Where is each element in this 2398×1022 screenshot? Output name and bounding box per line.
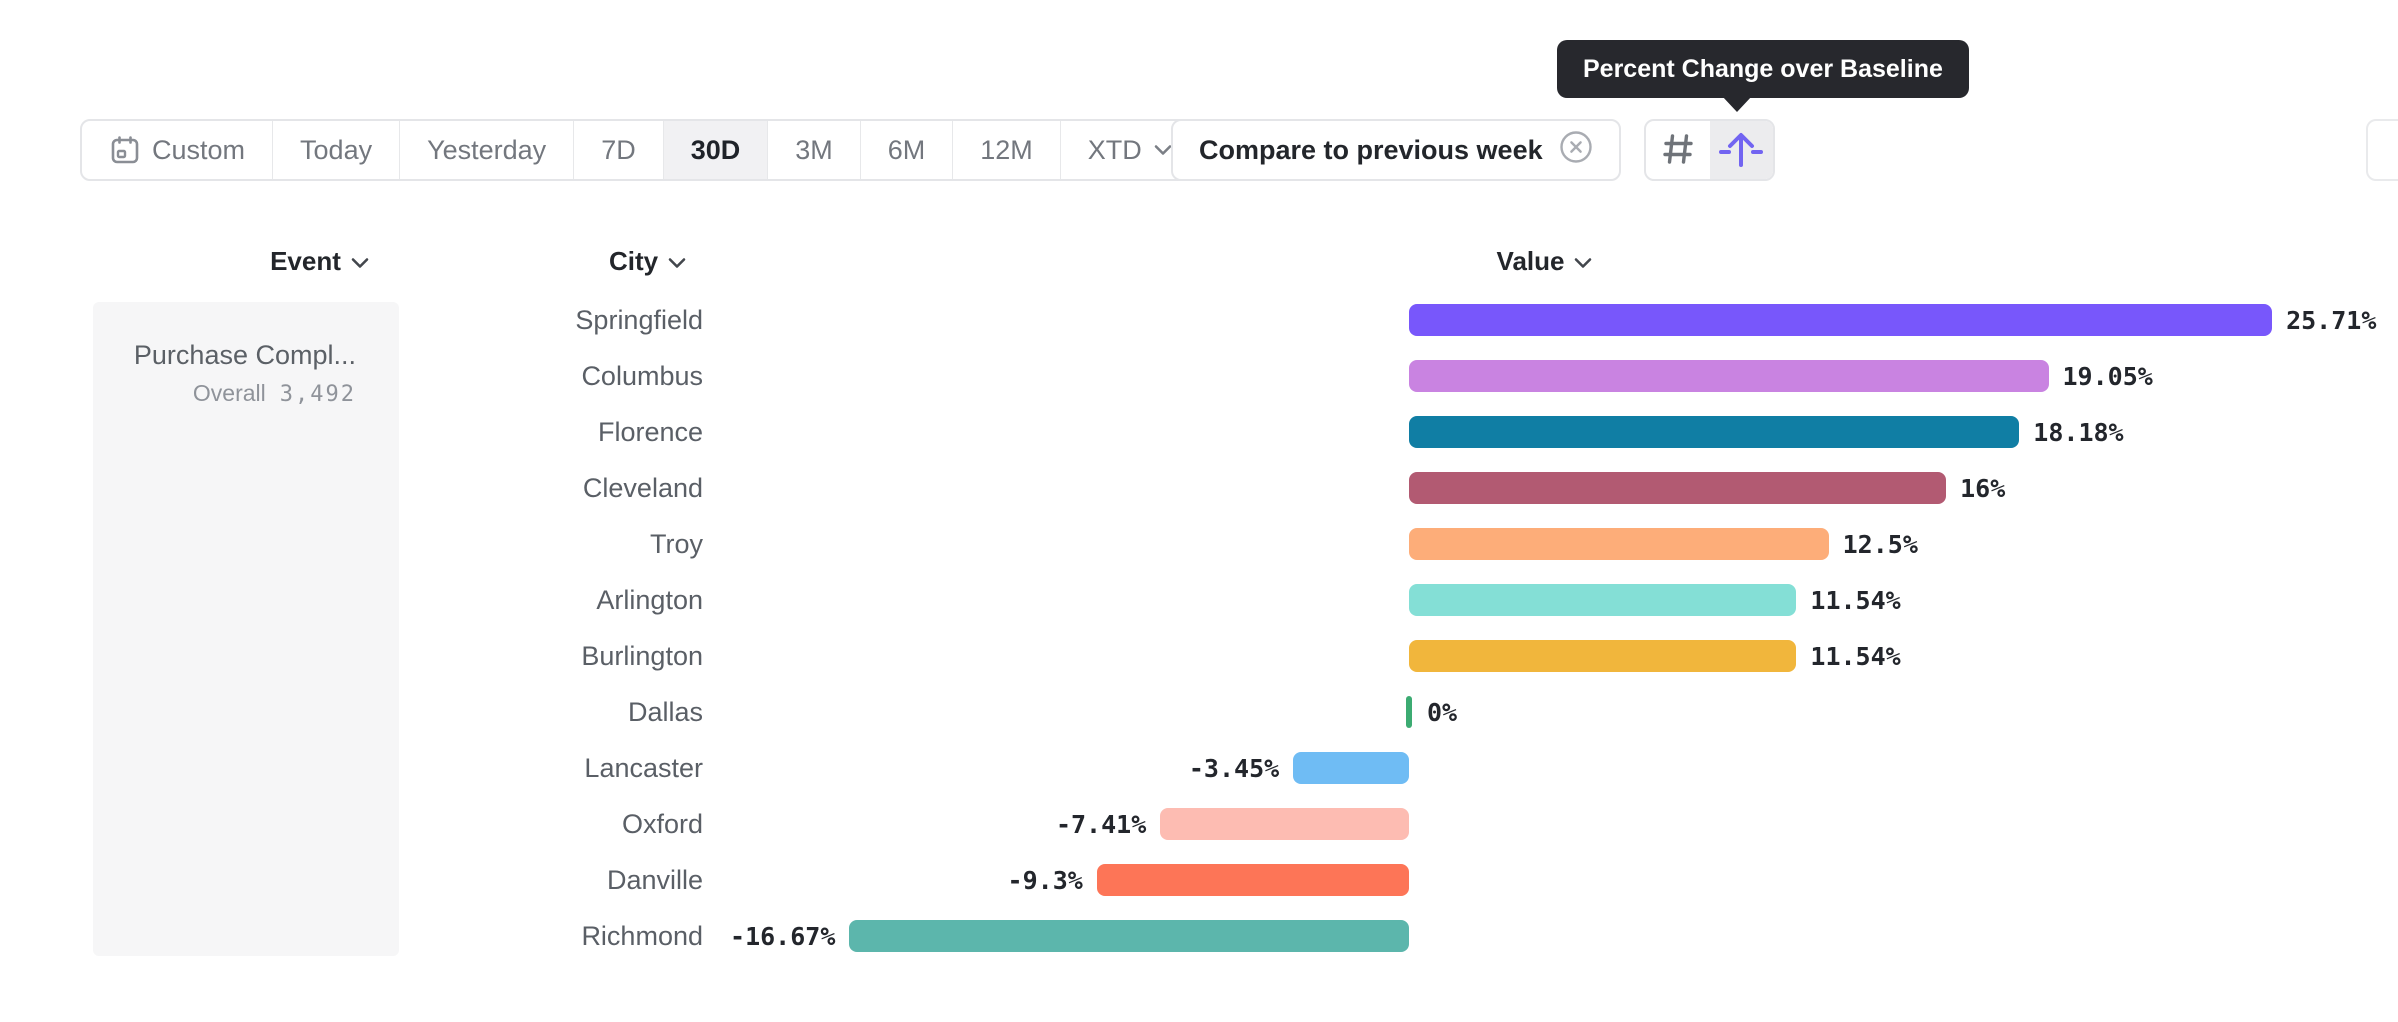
date-range-label: Today	[300, 134, 373, 165]
date-range-label: Custom	[152, 134, 246, 165]
date-range-control: Custom Today Yesterday 7D 30D 3M 6M 12M XTD	[80, 119, 1202, 181]
date-range-label: Yesterday	[427, 134, 547, 165]
chevron-down-icon	[668, 257, 686, 268]
column-header-event-label: Event	[270, 245, 341, 276]
bar-value-label: -7.41%	[1055, 809, 1147, 839]
compare-chip[interactable]: Compare to previous week	[1171, 119, 1621, 181]
chart-row: Richmond -16.67%	[0, 908, 2398, 964]
percent-change-view-button[interactable]	[1709, 121, 1773, 179]
date-range-custom[interactable]: Custom	[82, 121, 272, 179]
bar[interactable]	[1409, 416, 2020, 448]
column-header-city-label: City	[608, 245, 659, 276]
tooltip-arrow	[1722, 96, 1752, 112]
date-range-label: 3M	[795, 134, 833, 165]
tooltip-text: Percent Change over Baseline	[1583, 54, 1943, 83]
event-panel[interactable]: Purchase Compl... Overall 3,492	[93, 302, 399, 956]
bar[interactable]	[1409, 640, 1797, 672]
bar[interactable]	[1406, 696, 1412, 728]
city-label: Columbus	[581, 360, 703, 391]
bar-value-label: 11.54%	[1810, 585, 1901, 615]
column-header-city[interactable]: City	[538, 238, 758, 284]
chart-row: Springfield 25.71%	[0, 292, 2398, 348]
city-label: Florence	[597, 416, 703, 447]
event-title: Purchase Compl...	[133, 340, 356, 370]
date-range-label: 6M	[887, 134, 926, 165]
date-range-label: 30D	[690, 134, 741, 165]
overall-label: Overall	[192, 380, 266, 406]
baseline-arrow-icon	[1717, 129, 1765, 172]
city-label: Danville	[606, 864, 703, 895]
compare-chip-label: Compare to previous week	[1199, 134, 1543, 165]
chart-row: Oxford -7.41%	[0, 796, 2398, 852]
date-range-12m[interactable]: 12M	[952, 121, 1060, 179]
city-label: Burlington	[581, 640, 703, 671]
bar-value-label: -3.45%	[1188, 753, 1280, 783]
date-range-label: XTD	[1087, 134, 1142, 165]
city-label: Lancaster	[584, 752, 703, 783]
number-grid-view-button[interactable]	[1646, 121, 1710, 179]
date-range-yesterday[interactable]: Yesterday	[399, 121, 573, 179]
city-label: Oxford	[621, 808, 703, 839]
event-overall: Overall 3,492	[113, 380, 356, 407]
column-header-event[interactable]: Event	[210, 238, 430, 284]
city-label: Cleveland	[582, 472, 703, 503]
chart-row: Cleveland 16%	[0, 460, 2398, 516]
bar[interactable]	[1409, 304, 2273, 336]
clipped-edge-button[interactable]	[2366, 119, 2398, 181]
bar-value-label: 19.05%	[2062, 361, 2153, 391]
chart-row: Lancaster -3.45%	[0, 740, 2398, 796]
chart-row: Arlington 11.54%	[0, 572, 2398, 628]
bar-value-label: 18.18%	[2033, 417, 2124, 447]
city-label: Troy	[650, 528, 703, 559]
bar-value-label: -16.67%	[730, 921, 836, 951]
bar-value-label: 12.5%	[1842, 529, 1918, 559]
bar[interactable]	[1409, 584, 1797, 616]
calendar-icon	[109, 134, 141, 166]
chevron-down-icon	[1575, 257, 1592, 268]
bar-value-label: 0%	[1427, 697, 1458, 727]
chart-row: Dallas 0%	[0, 684, 2398, 740]
bar[interactable]	[1160, 808, 1409, 840]
view-mode-toggle	[1644, 119, 1775, 181]
date-range-7d[interactable]: 7D	[573, 121, 663, 179]
bar[interactable]	[1409, 360, 2049, 392]
chart-row: Burlington 11.54%	[0, 628, 2398, 684]
hash-icon	[1659, 130, 1697, 171]
chevron-down-icon	[351, 257, 369, 268]
date-range-today[interactable]: Today	[272, 121, 399, 179]
bar[interactable]	[1409, 472, 1947, 504]
chart-row: Troy 12.5%	[0, 516, 2398, 572]
date-range-label: 12M	[980, 134, 1033, 165]
chevron-down-icon	[1153, 143, 1173, 157]
bar[interactable]	[1096, 864, 1409, 896]
bar-value-label: -9.3%	[1007, 865, 1083, 895]
city-label: Dallas	[627, 696, 703, 727]
city-label: Springfield	[575, 304, 703, 335]
bar-chart: Springfield 25.71% Columbus 19.05% Flore…	[0, 292, 2398, 972]
bar[interactable]	[1293, 752, 1409, 784]
tooltip: Percent Change over Baseline	[1557, 40, 1969, 98]
date-range-30d[interactable]: 30D	[662, 121, 768, 179]
chart-row: Columbus 19.05%	[0, 348, 2398, 404]
date-range-label: 7D	[601, 134, 636, 165]
chart-row: Danville -9.3%	[0, 852, 2398, 908]
overall-value: 3,492	[279, 382, 356, 407]
bar[interactable]	[849, 920, 1409, 952]
column-header-value-label: Value	[1496, 245, 1565, 276]
bar-value-label: 11.54%	[1810, 641, 1901, 671]
date-range-6m[interactable]: 6M	[859, 121, 953, 179]
bar-value-label: 25.71%	[2286, 305, 2377, 335]
date-range-xtd[interactable]: XTD	[1059, 121, 1200, 179]
x-circle-icon[interactable]	[1559, 130, 1593, 171]
city-label: Arlington	[596, 584, 703, 615]
bar-value-label: 16%	[1960, 473, 2006, 503]
chart-row: Florence 18.18%	[0, 404, 2398, 460]
date-range-3m[interactable]: 3M	[767, 121, 860, 179]
column-header-value[interactable]: Value	[1435, 238, 1655, 284]
city-label: Richmond	[581, 920, 703, 951]
bar[interactable]	[1409, 528, 1829, 560]
